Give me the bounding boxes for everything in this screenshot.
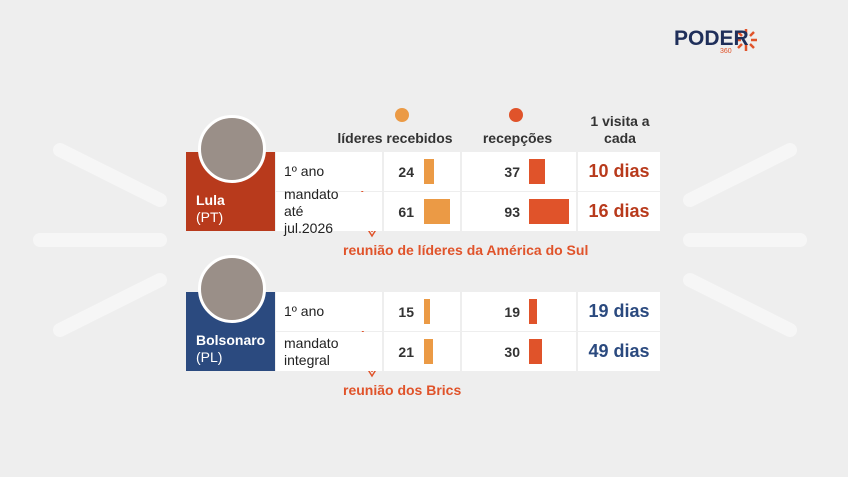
visit-cell: 19 dias — [578, 292, 660, 331]
receptions-value: 19 — [504, 304, 520, 320]
period-cell: 1º ano — [276, 152, 382, 191]
leaders-bar — [424, 339, 434, 364]
receptions-cell — [462, 332, 576, 371]
brand-name: PODER — [674, 27, 749, 50]
leaders-value: 24 — [398, 164, 414, 180]
visit-cell: 49 dias — [578, 332, 660, 371]
note: reunião dos Brics — [343, 382, 462, 398]
receptions-value: 30 — [504, 344, 520, 360]
candidate-name: Lula — [196, 192, 225, 208]
receptions-cell — [462, 292, 576, 331]
column-header: 1 visita a cada — [590, 113, 650, 146]
leaders-bar — [424, 199, 451, 224]
period-cell: mandato até jul.2026 — [276, 186, 382, 236]
column-header: líderes recebidos — [337, 130, 453, 146]
legend-dot — [509, 108, 523, 122]
candidate-photo — [198, 115, 266, 183]
leaders-value: 15 — [398, 304, 414, 320]
leaders-value: 61 — [398, 204, 414, 220]
visit-cell: 16 dias — [578, 192, 660, 231]
legend-dot — [395, 108, 409, 122]
receptions-bar — [529, 199, 569, 224]
period-cell: mandato integral — [276, 332, 382, 371]
leaders-cell — [384, 332, 460, 371]
receptions-cell — [462, 152, 576, 191]
leaders-value: 21 — [398, 344, 414, 360]
candidate-name: Bolsonaro — [196, 332, 266, 348]
column-header: recepções — [482, 130, 553, 146]
candidate-party: (PT) — [196, 209, 224, 225]
note: reunião de líderes da América do Sul — [343, 242, 589, 258]
candidate-party: (PL) — [196, 349, 223, 365]
candidate-photo — [198, 255, 266, 323]
receptions-value: 37 — [504, 164, 520, 180]
leaders-bar — [424, 299, 431, 324]
receptions-bar — [529, 339, 542, 364]
brand-sub: 360 — [720, 48, 732, 55]
receptions-bar — [529, 159, 545, 184]
leaders-cell — [384, 152, 460, 191]
period-cell: 1º ano — [276, 292, 382, 331]
receptions-value: 93 — [504, 204, 520, 220]
receptions-bar — [529, 299, 538, 324]
leaders-cell — [384, 292, 460, 331]
visit-cell: 10 dias — [578, 152, 660, 191]
leaders-bar — [424, 159, 435, 184]
